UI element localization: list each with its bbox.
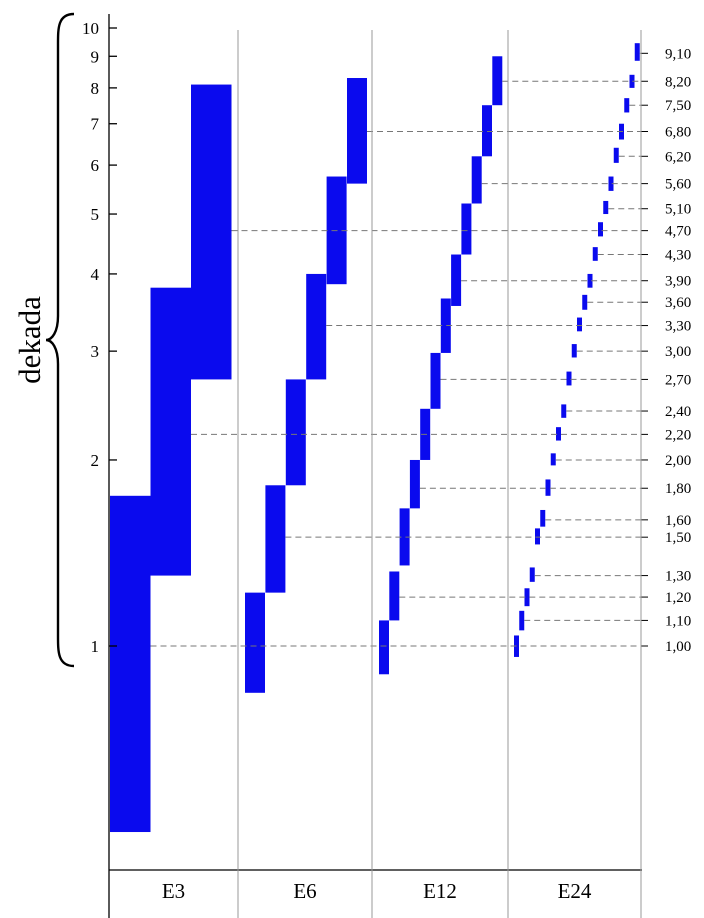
bar-e24-14 xyxy=(582,294,588,310)
bar-e12-1 xyxy=(379,620,389,675)
bar-e6-4 xyxy=(306,273,327,380)
bar-e6-6 xyxy=(347,78,367,184)
value-label-3-60: 3,60 xyxy=(665,295,691,311)
y-tick-label-4: 4 xyxy=(91,265,100,284)
category-label-e12: E12 xyxy=(423,879,457,903)
value-label-1-20: 1,20 xyxy=(665,590,691,606)
value-label-1-50: 1,50 xyxy=(665,530,691,546)
y-tick-label-9: 9 xyxy=(91,47,100,66)
value-label-2-00: 2,00 xyxy=(665,453,691,469)
frame-layer xyxy=(45,12,648,918)
bar-e12-6 xyxy=(430,352,441,409)
labels-layer: 1,00 1,10 1,20 1,30 1,501,60 1,80 2,00 2,20 2,40… xyxy=(12,19,691,903)
value-label-3-30: 3,30 xyxy=(665,319,691,335)
bar-e12-7 xyxy=(440,298,451,353)
bar-e24-9 xyxy=(556,427,561,441)
bar-e24-11 xyxy=(566,371,572,386)
bar-e24-4 xyxy=(529,567,535,582)
category-label-e24: E24 xyxy=(558,879,592,903)
value-label-5-10: 5,10 xyxy=(665,202,691,218)
value-label-1-00: 1,00 xyxy=(665,639,691,655)
decade-brace xyxy=(45,12,75,668)
y-tick-label-3: 3 xyxy=(91,342,100,361)
bar-e12-11 xyxy=(482,105,492,157)
value-label-4-30: 4,30 xyxy=(665,248,691,264)
bar-e24-2 xyxy=(519,610,525,631)
bar-e24-20 xyxy=(613,147,619,163)
bar-e24-19 xyxy=(608,176,614,191)
value-label-9-10: 9,10 xyxy=(665,46,691,62)
category-label-e3: E3 xyxy=(162,879,185,903)
y-tick-label-5: 5 xyxy=(91,205,100,224)
bar-e3-3 xyxy=(191,84,232,380)
value-label-6-80: 6,80 xyxy=(665,125,691,141)
bars-layer xyxy=(110,43,640,833)
value-label-4-70: 4,70 xyxy=(665,224,691,240)
value-label-7-50: 7,50 xyxy=(665,98,691,114)
bar-e24-8 xyxy=(550,453,556,466)
y-tick-label-1: 1 xyxy=(91,637,100,656)
value-label-2-40: 2,40 xyxy=(665,404,691,420)
bar-e24-10 xyxy=(561,404,567,418)
bar-e24-22 xyxy=(624,98,630,113)
value-label-2-20: 2,20 xyxy=(665,427,691,443)
bar-e24-15 xyxy=(587,273,593,288)
bar-e24-17 xyxy=(598,222,603,237)
bar-e24-24 xyxy=(634,43,640,61)
bar-e3-2 xyxy=(150,287,191,576)
y-tick-label-10: 10 xyxy=(82,19,99,38)
value-label-1-80: 1,80 xyxy=(665,481,691,497)
bar-e24-3 xyxy=(524,588,530,607)
value-label-1-30: 1,30 xyxy=(665,569,691,585)
bar-e24-6 xyxy=(540,509,546,527)
bar-e12-4 xyxy=(409,459,420,509)
category-label-e6: E6 xyxy=(293,879,316,903)
y-tick-label-7: 7 xyxy=(91,115,100,134)
value-label-2-70: 2,70 xyxy=(665,372,691,388)
bar-e12-9 xyxy=(461,203,472,255)
bar-e6-2 xyxy=(265,485,286,593)
value-label-5-60: 5,60 xyxy=(665,177,691,193)
bar-e6-3 xyxy=(285,379,306,486)
value-label-3-00: 3,00 xyxy=(665,344,691,360)
bar-e12-2 xyxy=(389,571,400,621)
bar-e12-8 xyxy=(451,254,462,306)
bar-e12-10 xyxy=(471,156,482,204)
y-tick-label-8: 8 xyxy=(91,79,100,98)
bar-e24-7 xyxy=(545,479,551,496)
bar-e12-12 xyxy=(492,56,503,106)
bar-e24-12 xyxy=(571,344,577,358)
bar-e6-1 xyxy=(245,592,265,693)
bar-e3-1 xyxy=(110,495,151,833)
bar-e24-23 xyxy=(629,74,635,88)
value-label-8-20: 8,20 xyxy=(665,74,691,90)
bar-e24-13 xyxy=(577,317,582,332)
y-tick-label-2: 2 xyxy=(91,451,100,470)
bar-e24-16 xyxy=(592,247,598,261)
bar-e24-18 xyxy=(603,200,609,215)
guide-lines-layer xyxy=(150,52,641,647)
side-label-dekada: dekada xyxy=(12,296,47,384)
y-tick-label-6: 6 xyxy=(91,156,100,175)
value-label-1-10: 1,10 xyxy=(665,613,691,629)
value-label-3-90: 3,90 xyxy=(665,274,691,290)
bar-e12-3 xyxy=(399,508,410,566)
value-label-1-60: 1,60 xyxy=(665,513,691,529)
bar-e24-5 xyxy=(535,528,540,545)
value-label-6-20: 6,20 xyxy=(665,149,691,165)
